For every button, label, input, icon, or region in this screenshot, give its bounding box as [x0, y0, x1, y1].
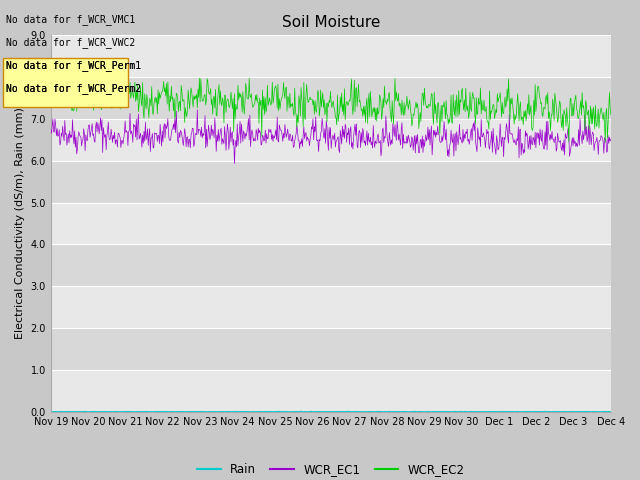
Text: No data for f_WCR_VMC1: No data for f_WCR_VMC1 [6, 14, 136, 25]
Bar [51, 36, 611, 77]
Bar [51, 119, 611, 161]
Bar [51, 328, 611, 370]
Text: No data for f_WCR_VWC2: No data for f_WCR_VWC2 [6, 37, 136, 48]
Y-axis label: Electrical Conductivity (dS/m), Rain (mm): Electrical Conductivity (dS/m), Rain (mm… [15, 108, 25, 339]
Legend: Rain, WCR_EC1, WCR_EC2: Rain, WCR_EC1, WCR_EC2 [193, 459, 469, 480]
Text: No data for f_WCR_Perm1: No data for f_WCR_Perm1 [6, 60, 141, 72]
Text: No data for f_WCR_Perm1: No data for f_WCR_Perm1 [6, 60, 141, 72]
Bar [51, 244, 611, 286]
Text: No data for f_WCR_Perm2: No data for f_WCR_Perm2 [6, 84, 141, 95]
Bar [51, 370, 611, 412]
Text: No data for f_WCR_Perm2: No data for f_WCR_Perm2 [6, 84, 141, 95]
Bar [51, 77, 611, 119]
Title: Soil Moisture: Soil Moisture [282, 15, 380, 30]
Bar [51, 286, 611, 328]
Bar [51, 203, 611, 244]
Bar [51, 161, 611, 203]
